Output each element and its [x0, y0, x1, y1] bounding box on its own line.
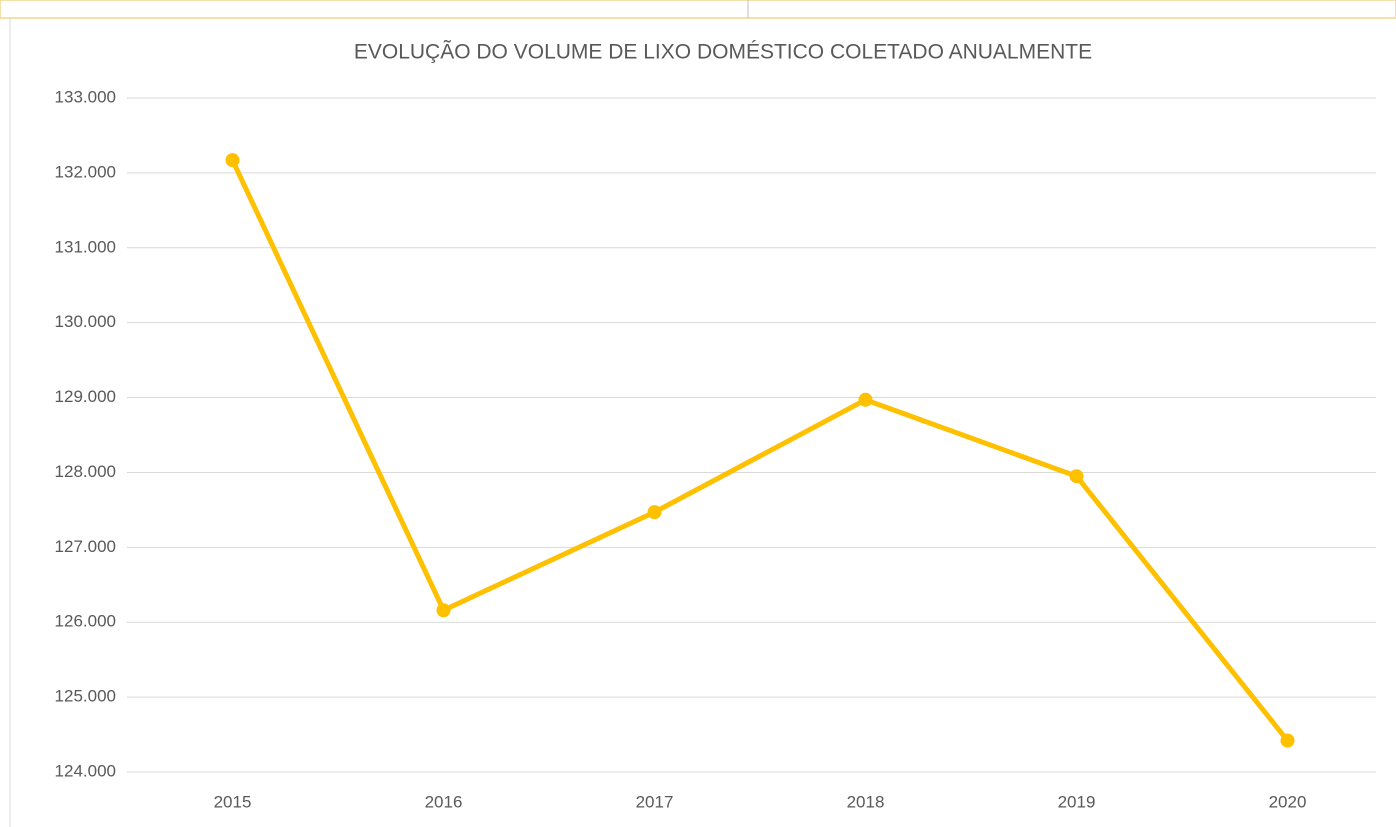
data-point: [858, 392, 873, 407]
y-tick-label: 133.000: [55, 87, 116, 106]
x-tick-label: 2020: [1269, 792, 1307, 811]
y-tick-label: 130.000: [55, 312, 116, 331]
y-tick-label: 132.000: [55, 162, 116, 181]
chart-title: EVOLUÇÃO DO VOLUME DE LIXO DOMÉSTICO COL…: [354, 40, 1092, 64]
data-point: [647, 505, 662, 520]
x-tick-label: 2019: [1058, 792, 1096, 811]
data-line: [230, 157, 1290, 744]
data-point: [225, 153, 240, 168]
y-tick-label: 131.000: [55, 237, 116, 256]
x-tick-label: 2017: [636, 792, 674, 811]
x-tick-label: 2018: [847, 792, 885, 811]
header-strip: [0, 0, 1396, 19]
data-point: [1280, 733, 1295, 748]
x-tick-label: 2016: [425, 792, 463, 811]
y-tick-label: 124.000: [55, 761, 116, 780]
data-point: [1069, 469, 1084, 484]
y-tick-label: 127.000: [55, 537, 116, 556]
y-tick-label: 128.000: [55, 462, 116, 481]
y-tick-label: 129.000: [55, 387, 116, 406]
x-tick-label: 2015: [214, 792, 252, 811]
data-point: [436, 603, 451, 618]
y-tick-label: 125.000: [55, 687, 116, 706]
y-tick-label: 126.000: [55, 612, 116, 631]
